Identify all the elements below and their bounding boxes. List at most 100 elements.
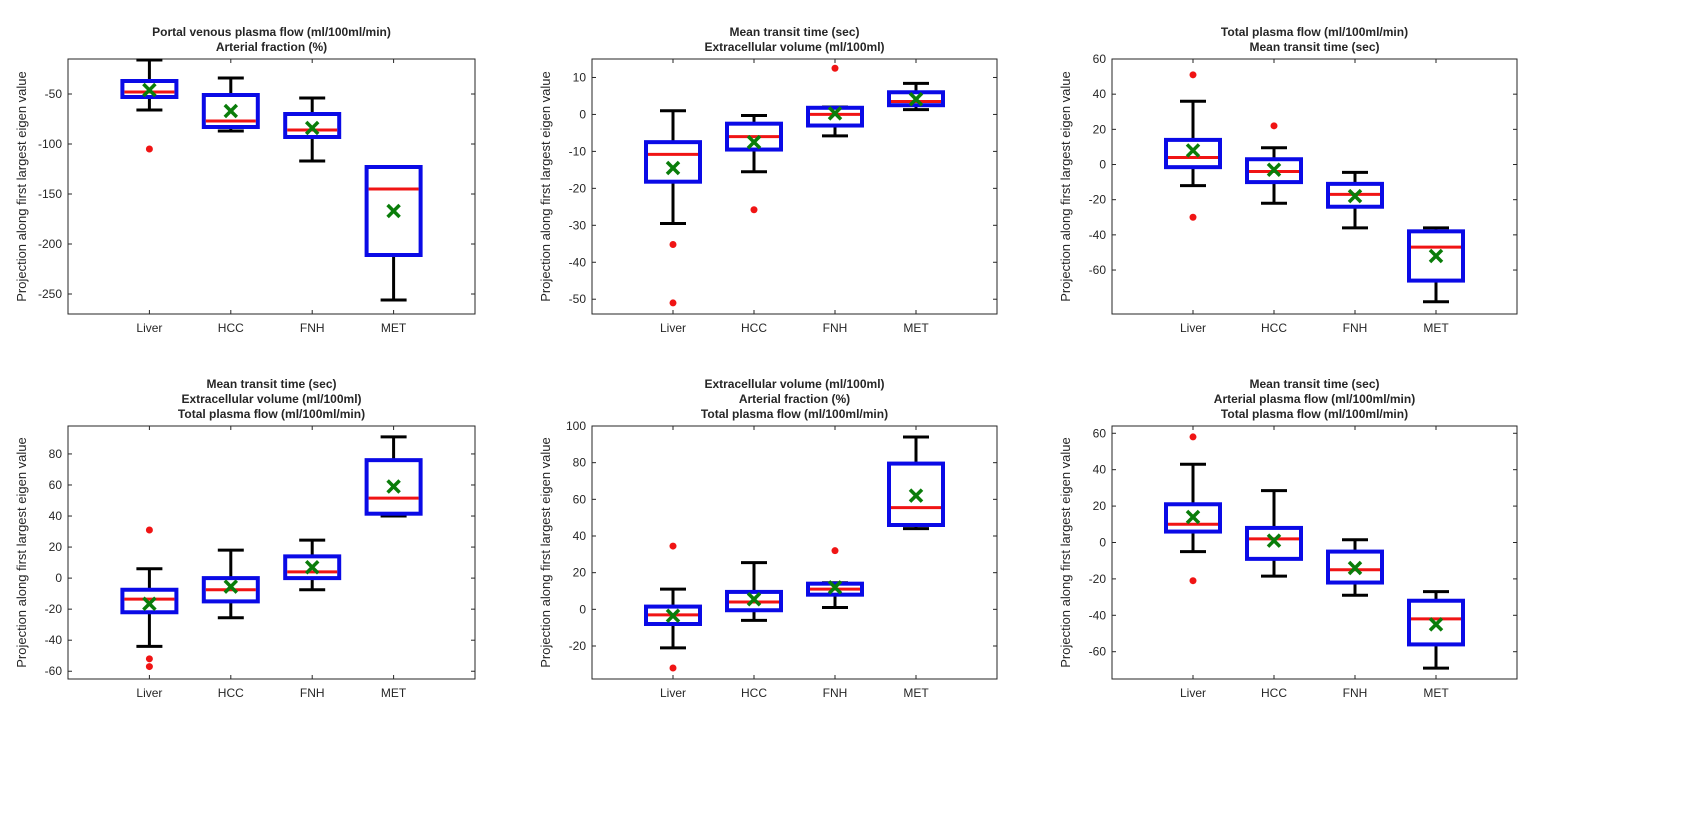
y-tick-label: -150: [38, 187, 62, 201]
box-liver: [1164, 433, 1222, 585]
y-tick-label: -20: [1089, 572, 1107, 586]
y-tick-label: -20: [1089, 193, 1107, 207]
y-tick-label: 0: [1099, 158, 1106, 172]
mean-marker: [304, 560, 320, 575]
y-tick-label: 40: [49, 509, 63, 523]
y-tick-label: -10: [569, 144, 587, 158]
y-axis-label: Projection along first largest eigen val…: [14, 71, 29, 302]
y-axis-label: Projection along first largest eigen val…: [1058, 71, 1073, 302]
iqr-box: [120, 587, 179, 615]
iqr-box: [887, 461, 945, 528]
box-liver: [1164, 71, 1222, 221]
mean-marker: [908, 488, 924, 503]
y-tick-label: 20: [573, 566, 587, 580]
chart-title-line: Total plasma flow (ml/100ml/min): [1221, 407, 1408, 421]
x-tick-label: Liver: [660, 686, 686, 700]
chart-panel-6: Mean transit time (sec)Arterial plasma f…: [1058, 377, 1518, 700]
iqr-box: [120, 79, 179, 99]
x-tick-label: FNH: [823, 686, 848, 700]
iqr-box: [1164, 137, 1222, 170]
iqr-box: [1407, 598, 1465, 647]
box-fnh: [1326, 170, 1384, 230]
y-tick-label: 100: [566, 419, 586, 433]
box-fnh: [806, 547, 864, 609]
x-tick-label: Liver: [660, 321, 686, 335]
y-tick-label: 60: [49, 478, 63, 492]
box-met: [1407, 226, 1465, 304]
outlier-point: [669, 299, 677, 307]
iqr-box: [644, 604, 702, 626]
iqr-box: [725, 589, 783, 613]
y-tick-label: -50: [569, 292, 587, 306]
outlier-point: [1189, 433, 1197, 441]
outlier-point: [669, 542, 677, 550]
chart-title-line: Total plasma flow (ml/100ml/min): [178, 407, 365, 421]
chart-panel-5: Extracellular volume (ml/100ml)Arterial …: [538, 377, 998, 700]
plot-area: [67, 58, 476, 315]
outlier-point: [831, 547, 839, 555]
box-hcc: [1245, 122, 1303, 205]
y-tick-label: 0: [579, 602, 586, 616]
mean-marker: [908, 92, 924, 107]
box-liver: [120, 526, 179, 671]
box-met: [364, 435, 423, 518]
x-tick-label: MET: [1423, 321, 1449, 335]
y-axis-label: Projection along first largest eigen val…: [538, 71, 553, 302]
x-tick-label: HCC: [218, 686, 244, 700]
box-fnh: [806, 64, 864, 138]
x-tick-label: HCC: [741, 321, 767, 335]
outlier-point: [750, 206, 758, 214]
y-tick-label: 0: [1099, 535, 1106, 549]
chart-title-line: Total plasma flow (ml/100ml/min): [1221, 25, 1408, 39]
mean-marker: [142, 82, 157, 98]
y-tick-label: -50: [45, 87, 63, 101]
box-met: [887, 81, 945, 112]
outlier-point: [145, 526, 153, 534]
mean-marker: [1266, 533, 1282, 548]
x-tick-label: FNH: [823, 321, 848, 335]
mean-marker: [827, 580, 843, 595]
box-fnh: [1326, 538, 1384, 597]
iqr-box: [806, 581, 864, 597]
box-fnh: [283, 538, 342, 592]
mean-marker: [665, 608, 681, 623]
box-liver: [120, 58, 179, 153]
outlier-point: [1189, 577, 1197, 585]
box-hcc: [725, 114, 783, 214]
y-tick-label: -200: [38, 237, 62, 251]
iqr-box: [1164, 502, 1222, 534]
x-tick-label: Liver: [1180, 686, 1206, 700]
iqr-box: [806, 105, 864, 128]
y-tick-label: 20: [1093, 122, 1107, 136]
y-tick-label: 20: [1093, 499, 1107, 513]
chart-panel-2: Mean transit time (sec)Extracellular vol…: [538, 25, 998, 335]
mean-marker: [1347, 560, 1363, 576]
x-tick-label: FNH: [1343, 686, 1368, 700]
box-liver: [644, 542, 702, 672]
box-met: [364, 165, 423, 302]
y-axis-label: Projection along first largest eigen val…: [1058, 437, 1073, 668]
chart-title-line: Extracellular volume (ml/100ml): [704, 40, 884, 54]
outlier-point: [831, 64, 839, 72]
y-tick-label: -20: [569, 639, 587, 653]
y-tick-label: -40: [1089, 608, 1107, 622]
iqr-box: [1245, 157, 1303, 185]
box-hcc: [201, 548, 260, 620]
x-tick-label: Liver: [136, 321, 162, 335]
y-tick-label: 10: [573, 70, 587, 84]
plot-area: [1111, 425, 1518, 680]
y-tick-label: 80: [573, 456, 587, 470]
mean-marker: [1428, 248, 1444, 264]
x-tick-label: HCC: [1261, 321, 1287, 335]
iqr-box: [364, 165, 423, 257]
chart-title-line: Portal venous plasma flow (ml/100ml/min): [152, 25, 391, 39]
x-tick-label: MET: [381, 321, 407, 335]
chart-title-line: Mean transit time (sec): [1249, 377, 1379, 391]
iqr-box: [725, 121, 783, 152]
y-tick-label: 0: [579, 107, 586, 121]
y-tick-label: 20: [49, 540, 63, 554]
iqr-box: [644, 140, 702, 184]
x-tick-label: FNH: [1343, 321, 1368, 335]
y-tick-label: 0: [55, 571, 62, 585]
